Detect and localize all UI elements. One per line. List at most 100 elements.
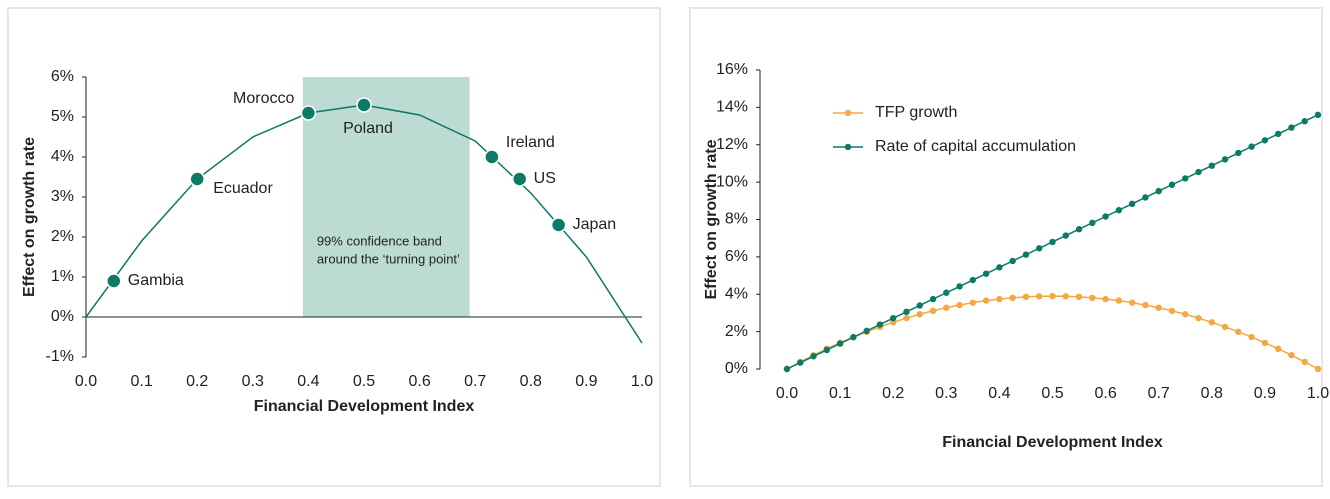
marker <box>1235 328 1242 336</box>
marker <box>1142 301 1149 309</box>
marker <box>956 301 963 309</box>
marker <box>1155 304 1162 311</box>
marker <box>863 327 870 335</box>
point-label: Ecuador <box>213 180 273 197</box>
legend-label: TFP growth <box>875 104 957 121</box>
marker <box>1221 323 1229 331</box>
marker <box>1009 257 1016 265</box>
marker <box>1221 156 1229 163</box>
x-tick-label: 0.3 <box>935 385 957 402</box>
y-tick-label: 2% <box>725 323 748 340</box>
marker <box>1274 130 1282 138</box>
marker <box>1089 219 1096 227</box>
point <box>356 97 372 113</box>
point <box>550 217 567 233</box>
marker <box>1102 213 1109 220</box>
x-tick-label: 0.4 <box>297 373 319 390</box>
marker <box>943 304 950 311</box>
x-tick-label: 0.7 <box>464 373 486 390</box>
marker <box>1288 124 1295 131</box>
marker <box>982 270 990 277</box>
marker <box>1195 314 1202 322</box>
marker <box>1261 339 1269 347</box>
y-tick-label: 2% <box>51 228 74 245</box>
x-tick-label: 0.6 <box>408 373 430 390</box>
annotation: 99% confidence band <box>317 233 442 248</box>
x-axis-title: Financial Development Index <box>942 434 1163 451</box>
marker <box>1235 149 1242 157</box>
marker <box>903 314 910 322</box>
marker <box>943 289 950 296</box>
x-tick-label: 0.6 <box>1094 385 1116 402</box>
marker <box>850 334 857 341</box>
marker <box>1248 333 1255 341</box>
legend-marker <box>844 109 852 117</box>
y-tick-label: 12% <box>716 136 748 153</box>
marker <box>969 299 977 306</box>
marker <box>1168 181 1176 188</box>
marker <box>916 302 923 309</box>
marker <box>797 359 804 366</box>
x-tick-label: 0.1 <box>829 385 851 402</box>
marker <box>956 283 963 290</box>
marker <box>1102 295 1109 303</box>
marker <box>1009 294 1016 302</box>
x-tick-label: 0.0 <box>75 373 97 390</box>
marker <box>1261 137 1269 144</box>
marker <box>1075 293 1083 301</box>
marker <box>1208 162 1216 169</box>
y-tick-label: 6% <box>725 248 748 265</box>
y-axis-title: Effect on growth rate <box>21 137 38 297</box>
marker <box>1288 351 1295 359</box>
marker <box>1049 238 1056 246</box>
y-tick-label: 0% <box>725 360 748 377</box>
marker <box>1115 206 1123 214</box>
marker <box>1049 292 1056 300</box>
marker <box>1208 319 1216 326</box>
y-tick-label: 3% <box>51 188 74 205</box>
marker <box>1274 345 1282 353</box>
y-tick-label: 10% <box>716 173 748 190</box>
marker <box>836 340 844 347</box>
marker <box>1182 175 1189 182</box>
point-label: Ireland <box>506 134 555 151</box>
marker <box>890 314 897 322</box>
marker <box>982 297 990 304</box>
marker <box>1301 118 1308 125</box>
marker <box>929 307 937 315</box>
point <box>106 273 122 289</box>
x-tick-label: 0.2 <box>882 385 904 402</box>
y-tick-label: 8% <box>725 211 748 228</box>
y-tick-label: 14% <box>716 99 748 116</box>
marker <box>1142 194 1149 201</box>
marker <box>1128 200 1136 208</box>
marker <box>810 353 817 360</box>
x-tick-label: 0.1 <box>130 373 152 390</box>
point-label: US <box>534 170 556 187</box>
marker <box>916 311 923 318</box>
legend-marker <box>844 143 852 151</box>
marker <box>1314 111 1322 119</box>
x-tick-label: 0.0 <box>776 385 798 402</box>
x-axis-title: Financial Development Index <box>254 398 475 415</box>
marker <box>1062 232 1069 239</box>
annotation: around the ‘turning point’ <box>317 251 460 266</box>
marker <box>996 295 1003 303</box>
point <box>484 149 500 165</box>
x-tick-label: 0.3 <box>242 373 264 390</box>
point-label: Japan <box>573 216 617 233</box>
point <box>189 171 205 187</box>
point-label: Poland <box>343 120 393 137</box>
x-tick-label: 0.8 <box>1201 385 1223 402</box>
y-axis-title: Effect on growth rate <box>703 139 720 299</box>
y-tick-label: 4% <box>51 148 74 165</box>
y-tick-label: 5% <box>51 108 74 125</box>
y-tick-label: 4% <box>725 285 748 302</box>
marker <box>1128 299 1136 306</box>
y-tick-label: -1% <box>46 348 74 365</box>
marker <box>1036 245 1043 252</box>
x-tick-label: 0.7 <box>1148 385 1170 402</box>
marker <box>783 365 791 373</box>
